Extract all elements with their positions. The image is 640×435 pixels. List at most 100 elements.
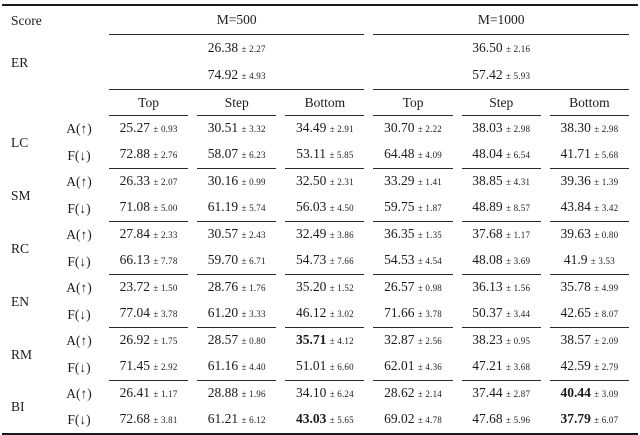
metric-label: A(↑) [66,174,92,189]
value-mean: 43.03 [295,411,327,426]
metric-label: A(↑) [66,386,92,401]
value-stddev: ± 6.23 [241,150,266,160]
value-cell: 37.79 ± 6.07 [550,407,629,433]
value-cell: 37.44 ± 2.87 [462,381,541,407]
value-mean: 77.04 [119,305,150,320]
value-cell: 26.33 ± 2.07 [109,169,188,195]
value-cell: 61.20 ± 3.33 [197,301,277,328]
value-stddev: ± 7.78 [153,256,178,266]
value-stddev: ± 3.33 [241,309,266,319]
value-stddev: ± 3.68 [506,362,531,372]
value-mean: 66.13 [119,252,150,267]
value-cell: 30.57 ± 2.43 [197,222,276,248]
value-cell: 50.37 ± 3.44 [461,301,541,328]
value-mean: 38.57 [560,332,591,347]
metric-label: F(↓) [67,306,91,322]
value-mean: 40.44 [560,385,591,400]
value-cell: 35.78 ± 4.99 [550,275,629,301]
results-table: Score M=500 M=1000 ER 26.38 ± 2.27 36.50… [2,4,638,435]
value-mean: 51.01 [295,358,327,373]
value-stddev: ± 0.95 [506,336,531,346]
value-cell: 40.44 ± 3.09 [550,381,629,407]
value-cell: 41.9 ± 3.53 [549,248,629,275]
column-header-step-m500: Step [197,90,277,116]
value-cell: 69.02 ± 4.78 [373,407,452,433]
value-mean: 37.68 [472,226,503,241]
value-stddev: ± 6.54 [506,150,531,160]
value-cell: 62.01 ± 4.36 [373,354,453,381]
value-mean: 28.88 [207,385,239,400]
value-mean: 26.38 [207,40,239,55]
value-stddev: ± 2.16 [506,44,531,54]
value-cell: 71.08 ± 5.00 [109,195,189,222]
value-mean: 36.50 [472,40,503,55]
value-cell: 36.50 ± 2.16 [373,35,629,62]
value-cell: 28.76 ± 1.76 [197,275,276,301]
value-cell: 61.21 ± 6.12 [197,407,276,433]
value-cell: 30.70 ± 2.22 [373,116,452,142]
er-row-2: 74.92 ± 4.93 57.42 ± 5.93 [11,62,629,90]
column-header-step-m1000: Step [461,90,541,116]
value-stddev: ± 5.68 [594,150,619,160]
value-mean: 42.59 [560,358,591,373]
value-mean: 32.50 [295,173,327,188]
metric-label: A(↑) [66,227,92,242]
value-stddev: ± 5.65 [329,415,354,425]
value-mean: 30.51 [207,120,239,135]
score-row-rc-f: F(↓) 66.13 ± 7.78 59.70 ± 6.71 54.73 ± 7.66… [11,248,629,275]
value-mean: 72.88 [119,146,150,161]
value-cell: 72.88 ± 2.76 [109,142,189,169]
value-stddev: ± 1.50 [153,283,178,293]
value-cell: 38.30 ± 2.98 [550,116,629,142]
score-row-en-f: F(↓) 77.04 ± 3.78 61.20 ± 3.33 46.12 ± 3.02… [11,301,629,328]
value-mean: 25.27 [119,120,150,135]
value-stddev: ± 2.07 [153,177,178,187]
score-row-lc-f: F(↓) 72.88 ± 2.76 58.07 ± 6.23 53.11 ± 5.85… [11,142,629,169]
value-mean: 30.70 [384,120,415,135]
value-mean: 34.49 [295,120,327,135]
value-mean: 59.75 [384,199,415,214]
value-stddev: ± 2.27 [241,44,266,54]
value-cell: 57.42 ± 5.93 [373,62,629,90]
value-mean: 26.57 [384,279,415,294]
value-mean: 47.68 [472,411,503,426]
value-stddev: ± 6.24 [329,389,354,399]
metric-label: A(↑) [66,333,92,348]
value-cell: 30.51 ± 3.32 [197,116,276,142]
value-cell: 38.03 ± 2.98 [462,116,541,142]
er-row-1: ER 26.38 ± 2.27 36.50 ± 2.16 [11,35,629,70]
value-stddev: ± 1.35 [417,230,442,240]
row-group-label: RC [11,240,30,256]
value-mean: 28.62 [384,385,415,400]
value-stddev: ± 2.14 [417,389,442,399]
value-stddev: ± 1.17 [506,230,531,240]
value-stddev: ± 3.78 [417,309,442,319]
value-stddev: ± 6.07 [594,415,619,425]
row-group-label: SM [11,187,31,203]
score-row-rc-a: RC A(↑) 27.84 ± 2.33 30.57 ± 2.43 32.49 ± 3.… [11,222,629,256]
value-cell: 33.29 ± 1.41 [373,169,452,195]
value-stddev: ± 3.86 [329,230,354,240]
value-stddev: ± 5.74 [241,203,266,213]
value-mean: 38.23 [472,332,503,347]
value-cell: 59.75 ± 1.87 [373,195,453,222]
value-mean: 27.84 [119,226,150,241]
value-stddev: ± 2.09 [594,336,619,346]
value-stddev: ± 4.09 [417,150,442,160]
value-stddev: ± 1.41 [417,177,442,187]
value-mean: 30.57 [207,226,239,241]
value-mean: 61.20 [207,305,239,320]
value-mean: 39.63 [560,226,591,241]
value-stddev: ± 1.96 [241,389,266,399]
value-cell: 28.88 ± 1.96 [197,381,276,407]
value-cell: 27.84 ± 2.33 [109,222,188,248]
value-cell: 43.03 ± 5.65 [285,407,364,433]
value-mean: 61.21 [207,411,239,426]
value-mean: 32.87 [384,332,415,347]
value-stddev: ± 3.02 [329,309,354,319]
value-stddev: ± 6.71 [241,256,266,266]
score-row-bi-f: F(↓) 72.68 ± 3.81 61.21 ± 6.12 43.03 ± 5.65… [11,407,629,433]
value-mean: 37.79 [560,411,591,426]
value-cell: 71.66 ± 3.78 [373,301,453,328]
